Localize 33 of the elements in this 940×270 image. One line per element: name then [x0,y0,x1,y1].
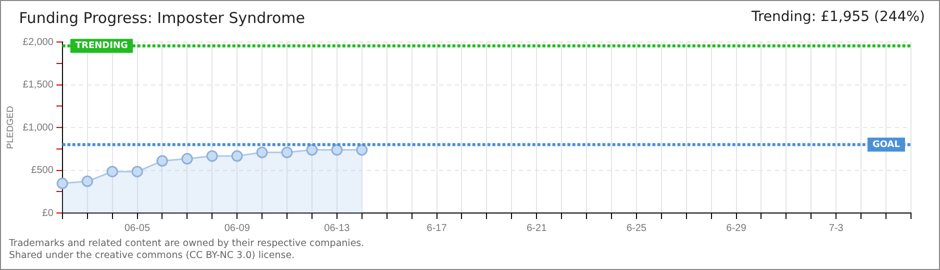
point [331,144,343,156]
point [132,166,144,178]
point [156,155,168,167]
y-tick-label: £0 [42,208,54,219]
x-tick-label: 06-13 [324,222,350,234]
x-tick-label: 06-09 [224,222,250,234]
y-tick-label: £500 [31,165,54,176]
y-tick-label: £1,000 [22,122,54,134]
x-tick-label: 6-25 [626,222,647,234]
ref-line-label: TRENDING [75,41,128,52]
y-axis-title: PLEDGED [4,105,15,150]
y-tick-label: £2,000 [22,36,54,48]
point [106,166,118,178]
point [256,146,268,158]
point [56,178,68,190]
text: Trademarks and related content are owned by their respective companies. [9,238,364,250]
x-tick-label: 6-29 [726,222,747,234]
point [306,144,318,156]
x-tick-label: 6-21 [526,222,548,234]
x-tick-label: 6-17 [426,222,448,234]
point [281,146,293,158]
y-tick-label: £1,500 [22,80,54,90]
point [356,144,368,156]
x-tick-label: 7-3 [828,222,844,234]
point [181,153,193,165]
ref-line-label: GOAL [872,140,900,150]
chart-title: Funding Progress: Imposter Syndrome [19,9,306,27]
point [231,150,243,162]
point [206,150,218,162]
x-tick-label: 06-05 [124,222,150,234]
text: Shared under the creative commons (CC BY-NC 3.0) license. [9,250,296,262]
point [82,176,94,188]
chart-subtitle: Trending: £1,955 (244%) [751,9,925,25]
